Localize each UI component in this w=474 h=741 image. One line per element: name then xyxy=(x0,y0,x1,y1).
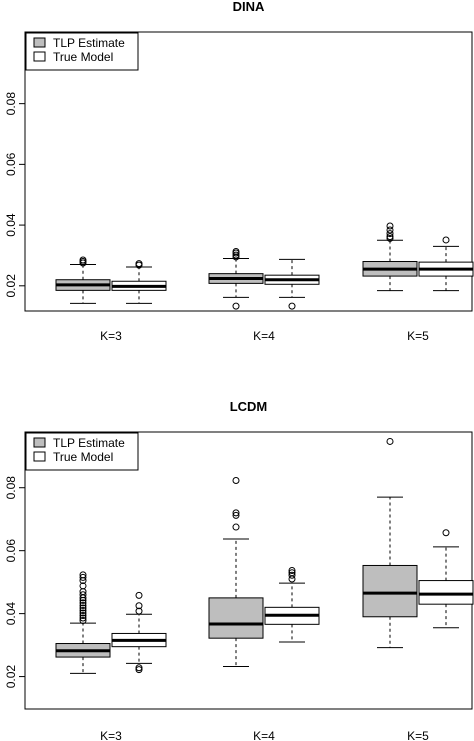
chart-title: DINA xyxy=(233,0,265,14)
box-tlp-estimate-k-3 xyxy=(55,571,111,674)
outlier-point xyxy=(232,523,240,531)
box-true-model-k-3 xyxy=(111,260,167,304)
outlier-point xyxy=(135,607,143,615)
box-true-model-k-4 xyxy=(264,567,320,643)
legend-label-true-model: True Model xyxy=(53,50,113,64)
outlier-point xyxy=(386,230,394,238)
outlier-point xyxy=(232,511,240,519)
chart-title: LCDM xyxy=(230,399,268,414)
iqr-box xyxy=(362,564,418,618)
outlier-point xyxy=(135,602,143,610)
outlier-point xyxy=(79,571,87,579)
outlier-point xyxy=(442,529,450,537)
x-category-label-k-3: K=3 xyxy=(100,329,122,343)
outlier-point xyxy=(386,233,394,241)
y-tick-label: 0.02 xyxy=(4,665,18,689)
outlier-point xyxy=(79,604,87,612)
y-tick-label: 0.06 xyxy=(4,539,18,563)
outlier-point xyxy=(232,476,240,484)
legend-label-tlp-estimate: TLP Estimate xyxy=(53,36,125,50)
panel-lcdm: LCDM 0.02 0.04 0.06 0.08 K=3 K=4 K=5 TLP Estimat… xyxy=(4,399,474,741)
box-tlp-estimate-k-3 xyxy=(55,256,111,304)
outlier-point xyxy=(79,601,87,609)
x-category-label-k-4: K=4 xyxy=(253,329,275,343)
box-tlp-estimate-k-4 xyxy=(208,476,264,668)
outlier-point xyxy=(232,509,240,517)
outlier-point xyxy=(232,253,240,261)
panel-dina: DINA 0.02 0.04 0.06 0.08 K=3 K=4 K=5 TLP Estimat… xyxy=(4,0,474,343)
outlier-point xyxy=(79,612,87,620)
box-tlp-estimate-k-5 xyxy=(362,437,418,649)
outlier-point xyxy=(79,614,87,622)
box-true-model-k-4 xyxy=(264,258,320,310)
legend-swatch xyxy=(33,51,46,62)
outlier-point xyxy=(386,222,394,230)
outlier-point xyxy=(135,591,143,599)
box-true-model-k-3 xyxy=(111,591,167,674)
box-true-model-k-5 xyxy=(418,236,474,292)
outlier-point xyxy=(79,606,87,614)
outlier-point xyxy=(386,437,394,445)
outlier-point xyxy=(79,591,87,599)
legend-swatch xyxy=(33,37,46,48)
box-true-model-k-5 xyxy=(418,529,474,629)
plot-frame xyxy=(24,31,473,312)
legend-label-true-model: True Model xyxy=(53,450,113,464)
outlier-point xyxy=(386,234,394,242)
outlier-point xyxy=(79,573,87,581)
outlier-point xyxy=(288,567,296,574)
legend-swatch xyxy=(33,451,46,462)
y-tick-label: 0.04 xyxy=(4,602,18,626)
box-tlp-estimate-k-5 xyxy=(362,222,418,292)
y-tick-label: 0.04 xyxy=(4,213,18,237)
outlier-point xyxy=(288,569,296,577)
y-tick-label: 0.08 xyxy=(4,476,18,500)
plot-frame xyxy=(24,431,473,710)
x-category-label-k-5: K=5 xyxy=(407,729,429,741)
outlier-point xyxy=(288,571,296,579)
outlier-point xyxy=(79,256,87,264)
outlier-point xyxy=(79,599,87,607)
x-category-label-k-5: K=5 xyxy=(407,329,429,343)
outlier-point xyxy=(79,609,87,617)
legend-label-tlp-estimate: TLP Estimate xyxy=(53,436,125,450)
outlier-point xyxy=(79,617,87,625)
outlier-point xyxy=(442,236,450,244)
iqr-box xyxy=(208,597,264,639)
legend-swatch xyxy=(33,437,46,448)
outlier-point xyxy=(79,582,87,590)
outlier-point xyxy=(232,251,240,259)
outlier-point xyxy=(135,260,143,268)
y-tick-label: 0.02 xyxy=(4,274,18,298)
x-category-label-k-3: K=3 xyxy=(100,729,122,741)
outlier-point xyxy=(232,247,240,255)
outlier-point xyxy=(288,302,296,310)
outlier-point xyxy=(135,666,143,674)
outlier-point xyxy=(386,226,394,234)
iqr-box xyxy=(418,580,474,605)
outlier-point xyxy=(232,302,240,310)
y-tick-label: 0.08 xyxy=(4,92,18,116)
x-category-label-k-4: K=4 xyxy=(253,729,275,741)
y-tick-label: 0.06 xyxy=(4,152,18,176)
outlier-point xyxy=(135,664,143,672)
box-tlp-estimate-k-4 xyxy=(208,247,264,310)
